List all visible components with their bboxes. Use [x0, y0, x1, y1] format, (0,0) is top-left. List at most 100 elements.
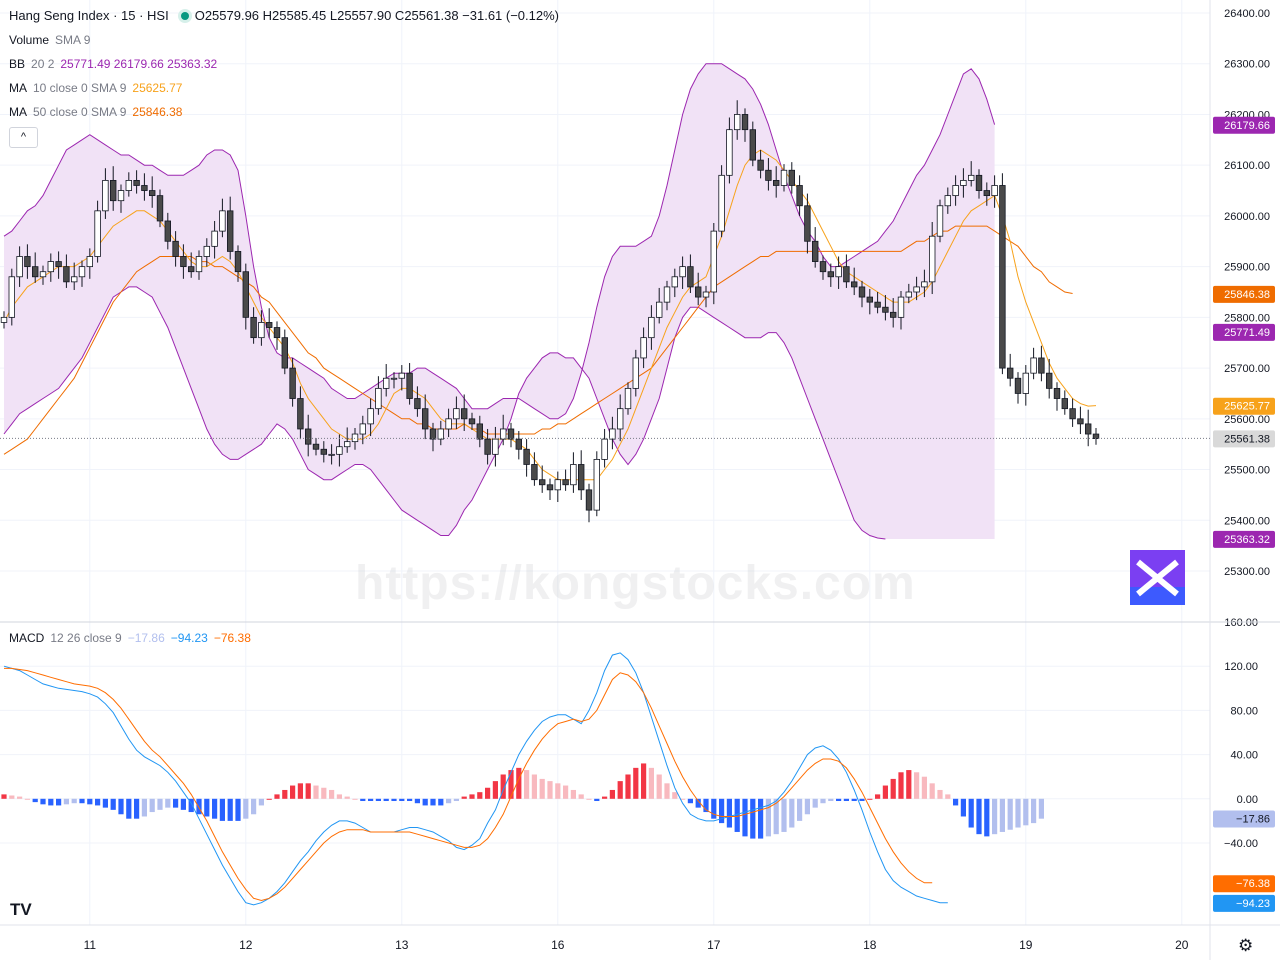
macd-histogram-bar	[555, 783, 561, 799]
macd-histogram-bar	[235, 798, 241, 821]
candle-body	[851, 281, 858, 288]
candle-body	[734, 114, 741, 131]
macd-tick-label: 80.00	[1230, 705, 1258, 717]
volume-legend[interactable]: Volume SMA 9	[9, 33, 96, 47]
candle-body	[24, 256, 31, 268]
macd-histogram-bar	[500, 774, 506, 799]
macd-histogram-bar	[391, 798, 397, 802]
bb-legend[interactable]: BB 20 2 25771.49 26179.66 25363.32	[9, 57, 223, 71]
macd-line-value: −94.23	[170, 631, 208, 645]
candle-body	[874, 301, 881, 308]
tradingview-logo[interactable]: TV	[10, 900, 32, 919]
macd-value-label-bg	[1213, 875, 1275, 893]
macd-histogram-bar	[368, 798, 374, 802]
candle-body	[39, 271, 47, 278]
candle-body	[312, 443, 320, 450]
gear-icon[interactable]: ⚙	[1238, 936, 1254, 955]
candle-body	[905, 291, 912, 298]
candle-body	[148, 190, 156, 197]
candle-body	[211, 230, 218, 247]
candle-body	[975, 174, 983, 191]
candle-body	[1061, 398, 1068, 410]
macd-histogram-bar	[789, 798, 795, 828]
market-status-icon	[180, 12, 189, 20]
macd-value-label: −76.38	[1236, 878, 1270, 890]
candle-body	[492, 438, 499, 455]
macd-histogram-bar	[875, 794, 881, 799]
candle-body	[1085, 423, 1092, 435]
candle-body	[539, 479, 546, 486]
macd-histogram-bar	[719, 798, 725, 824]
price-label-bg	[1213, 116, 1275, 134]
macd-histogram-bar	[617, 781, 623, 799]
macd-histogram-bar	[196, 798, 202, 815]
macd-histogram-bar	[984, 798, 990, 837]
macd-histogram-bar	[173, 798, 179, 808]
macd-histogram-bar	[485, 787, 491, 799]
ma10-label: MA	[9, 81, 27, 95]
macd-histogram-bar	[859, 798, 865, 802]
price-tick-label: 25400.00	[1224, 515, 1270, 527]
macd-histogram-bar	[118, 798, 124, 815]
macd-histogram-bar	[750, 798, 756, 839]
candle-body	[133, 179, 140, 186]
candle-body	[468, 418, 476, 425]
macd-histogram-bar	[726, 798, 732, 828]
candle-body	[788, 169, 795, 186]
ma50-legend[interactable]: MA 50 close 0 SMA 9 25846.38	[9, 105, 188, 119]
time-tick-label: 19	[1019, 938, 1033, 952]
macd-histogram-bar	[547, 781, 553, 799]
candle-body	[523, 448, 530, 465]
macd-histogram-bar	[336, 794, 342, 799]
ma50-label: MA	[9, 105, 27, 119]
price-label-bg	[1213, 285, 1275, 303]
ma50-params: 50 close 0 SMA 9	[33, 105, 127, 119]
candle-body	[460, 408, 468, 420]
macd-histogram-bar	[375, 798, 381, 802]
macd-histogram-bar	[828, 798, 834, 802]
ma10-legend[interactable]: MA 10 close 0 SMA 9 25625.77	[9, 81, 188, 95]
candle-body	[1038, 357, 1045, 374]
candle-body	[180, 256, 187, 268]
macd-histogram-bar	[680, 798, 686, 800]
candle-body	[453, 408, 460, 420]
candle-body	[960, 179, 967, 186]
macd-histogram-bar	[843, 798, 849, 802]
price-label: 25561.38	[1224, 433, 1270, 445]
macd-histogram-bar	[258, 798, 264, 806]
candle-body	[172, 240, 179, 257]
macd-histogram-bar	[711, 798, 717, 819]
candle-body	[695, 286, 702, 298]
candle-body	[86, 256, 93, 268]
candle-body	[570, 464, 577, 486]
candle-body	[804, 205, 811, 242]
macd-histogram-bar	[531, 774, 537, 799]
collapse-legend-button[interactable]: ^	[9, 127, 38, 148]
macd-histogram-bar	[820, 798, 826, 804]
macd-histogram-bar	[56, 798, 62, 806]
macd-histogram-bar	[953, 798, 959, 806]
bb-upper-line	[3, 63, 996, 420]
candle-body	[47, 261, 54, 273]
bb-band-fill	[4, 63, 995, 539]
candle-body	[63, 266, 70, 283]
macd-legend[interactable]: MACD 12 26 close 9 −17.86 −94.23 −76.38	[9, 631, 257, 645]
candle-body	[757, 159, 764, 171]
ma50-value: 25846.38	[132, 105, 183, 119]
macd-histogram-bar	[508, 770, 514, 799]
candle-body	[297, 398, 304, 430]
macd-histogram-bar	[48, 798, 54, 806]
macd-histogram-bar	[1038, 798, 1044, 819]
macd-histogram-bar	[477, 792, 483, 799]
macd-params: 12 26 close 9	[50, 631, 122, 645]
macd-histogram-bar	[126, 798, 132, 819]
macd-histogram-bar	[321, 787, 327, 799]
symbol-title[interactable]: Hang Seng Index · 15 · HSI	[9, 8, 169, 23]
macd-histogram-bar	[765, 798, 771, 837]
macd-histogram-bar	[570, 789, 576, 799]
macd-histogram-bar	[664, 783, 670, 799]
macd-histogram-bar	[937, 789, 943, 799]
ohlc-values: O25579.96 H25585.45 L25557.90 C25561.38 …	[194, 8, 560, 23]
